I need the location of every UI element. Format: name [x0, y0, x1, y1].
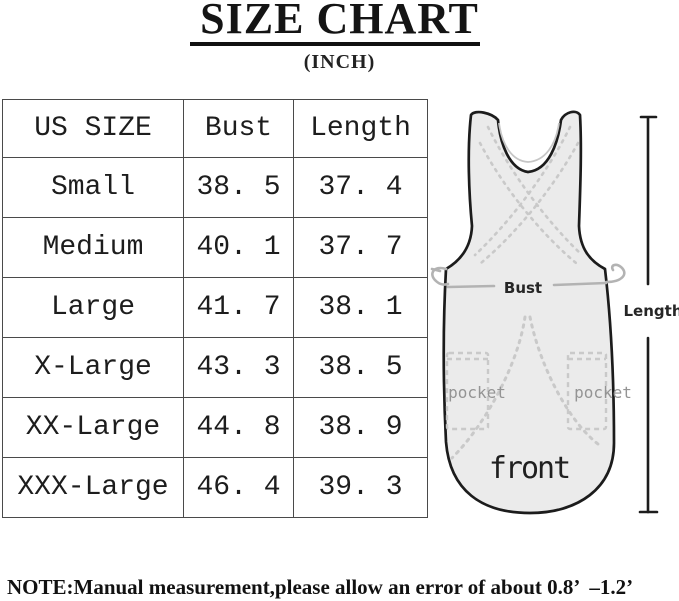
bust-cell: 40. 1	[183, 217, 294, 278]
bust-label: Bust	[504, 279, 542, 297]
length-cell: 37. 7	[293, 217, 428, 278]
title-underline	[190, 42, 480, 46]
pocket-right-label: pocket	[574, 383, 632, 402]
header-us-size: US SIZE	[2, 99, 184, 158]
size-table: US SIZE Bust Length Small 38. 5 37. 4 Me…	[2, 99, 428, 518]
size-cell: XXX-Large	[2, 457, 184, 518]
table-row: XX-Large 44. 8 38. 9	[2, 397, 428, 458]
back-neckline-curve	[498, 122, 560, 163]
table-header-row: US SIZE Bust Length	[2, 99, 428, 158]
bust-measure-line	[430, 263, 626, 289]
measurement-note: NOTE:Manual measurement,please allow an …	[7, 575, 634, 599]
table-row: X-Large 43. 3 38. 5	[2, 337, 428, 398]
bust-cell: 38. 5	[183, 157, 294, 218]
front-label: front	[489, 451, 569, 486]
bust-cell: 46. 4	[183, 457, 294, 518]
table-row: Small 38. 5 37. 4	[2, 157, 428, 218]
table-row: Medium 40. 1 37. 7	[2, 217, 428, 278]
length-cell: 39. 3	[293, 457, 428, 518]
table-row: Large 41. 7 38. 1	[2, 277, 428, 338]
length-measure-line	[638, 115, 659, 514]
header-length: Length	[293, 99, 428, 158]
bust-cell: 44. 8	[183, 397, 294, 458]
pocket-left-label: pocket	[448, 383, 506, 402]
size-cell: Small	[2, 157, 184, 218]
waist-tie-dashes	[450, 315, 604, 460]
page-title: SIZE CHART	[200, 0, 479, 43]
length-cell: 38. 5	[293, 337, 428, 398]
size-cell: Large	[2, 277, 184, 338]
length-cell: 38. 9	[293, 397, 428, 458]
length-cell: 37. 4	[293, 157, 428, 218]
pocket-right	[566, 351, 608, 431]
size-cell: X-Large	[2, 337, 184, 398]
header-bust: Bust	[183, 99, 294, 158]
table-row: XXX-Large 46. 4 39. 3	[2, 457, 428, 518]
bust-cell: 41. 7	[183, 277, 294, 338]
apron-diagram: Bust Length pocket pocket front	[430, 110, 679, 515]
size-cell: XX-Large	[2, 397, 184, 458]
length-label: Length	[624, 302, 679, 320]
length-cell: 38. 1	[293, 277, 428, 338]
unit-subtitle: (INCH)	[303, 51, 376, 73]
bust-cell: 43. 3	[183, 337, 294, 398]
pocket-left	[445, 351, 490, 431]
cross-strap-dashes	[473, 125, 584, 265]
size-cell: Medium	[2, 217, 184, 278]
